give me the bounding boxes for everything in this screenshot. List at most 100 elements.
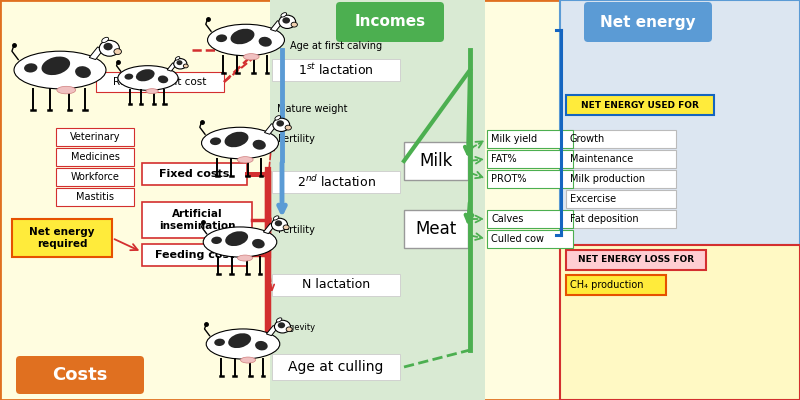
Text: longevity: longevity (277, 324, 315, 332)
Ellipse shape (24, 63, 38, 72)
FancyBboxPatch shape (566, 275, 666, 295)
FancyBboxPatch shape (566, 210, 676, 228)
Text: Fixed costs: Fixed costs (159, 169, 230, 179)
Text: Fertility: Fertility (278, 225, 314, 235)
FancyBboxPatch shape (142, 202, 252, 238)
Ellipse shape (238, 157, 253, 163)
Ellipse shape (103, 43, 113, 50)
Ellipse shape (282, 17, 290, 24)
Ellipse shape (286, 327, 292, 332)
FancyBboxPatch shape (270, 0, 485, 400)
FancyBboxPatch shape (584, 2, 712, 42)
Ellipse shape (238, 255, 253, 261)
FancyBboxPatch shape (560, 245, 800, 400)
FancyBboxPatch shape (566, 170, 676, 188)
Text: Incomes: Incomes (354, 14, 426, 30)
Text: Veterinary: Veterinary (70, 132, 120, 142)
FancyBboxPatch shape (16, 356, 144, 394)
Ellipse shape (252, 239, 265, 248)
Ellipse shape (291, 22, 298, 27)
Ellipse shape (202, 127, 278, 159)
Text: FAT%: FAT% (491, 154, 517, 164)
FancyBboxPatch shape (96, 72, 224, 92)
Ellipse shape (177, 60, 182, 65)
Text: Culled cow: Culled cow (491, 234, 544, 244)
Text: Age at culling: Age at culling (288, 360, 384, 374)
Text: Mastitis: Mastitis (76, 192, 114, 202)
Ellipse shape (243, 54, 259, 60)
Text: Medicines: Medicines (70, 152, 119, 162)
FancyBboxPatch shape (487, 170, 573, 188)
Ellipse shape (274, 216, 279, 220)
Text: N lactation: N lactation (302, 278, 370, 292)
Ellipse shape (274, 320, 290, 333)
Ellipse shape (207, 24, 285, 56)
Text: Excercise: Excercise (570, 194, 616, 204)
FancyBboxPatch shape (272, 59, 400, 81)
Ellipse shape (42, 56, 70, 75)
Text: Net energy: Net energy (600, 14, 696, 30)
Text: CH₄ production: CH₄ production (570, 280, 643, 290)
Text: NET ENERGY USED FOR: NET ENERGY USED FOR (581, 100, 699, 110)
Ellipse shape (75, 66, 91, 78)
Text: Fat deposition: Fat deposition (570, 214, 638, 224)
Ellipse shape (206, 329, 280, 359)
Text: Milk production: Milk production (570, 174, 645, 184)
Ellipse shape (57, 86, 76, 94)
Ellipse shape (174, 58, 187, 69)
FancyBboxPatch shape (272, 274, 400, 296)
Text: Workforce: Workforce (70, 172, 119, 182)
Ellipse shape (211, 237, 222, 244)
Polygon shape (266, 326, 278, 336)
Text: Artificial
insemination: Artificial insemination (158, 209, 235, 231)
Text: PROT%: PROT% (491, 174, 526, 184)
Text: Fertility: Fertility (278, 134, 314, 144)
Ellipse shape (216, 34, 227, 42)
Text: Milk: Milk (419, 152, 453, 170)
Text: Costs: Costs (52, 366, 108, 384)
FancyBboxPatch shape (487, 130, 573, 148)
FancyBboxPatch shape (56, 128, 134, 146)
Ellipse shape (158, 76, 168, 83)
Ellipse shape (274, 220, 282, 226)
Text: Net energy
required: Net energy required (30, 227, 94, 249)
Ellipse shape (183, 64, 188, 68)
Text: 2$^{nd}$ lactation: 2$^{nd}$ lactation (297, 174, 375, 190)
Ellipse shape (210, 137, 221, 145)
Ellipse shape (203, 227, 277, 257)
Ellipse shape (225, 132, 249, 147)
Ellipse shape (136, 69, 154, 81)
Ellipse shape (285, 125, 291, 130)
Ellipse shape (253, 140, 266, 150)
Ellipse shape (276, 120, 284, 126)
FancyBboxPatch shape (566, 150, 676, 168)
FancyBboxPatch shape (487, 210, 573, 228)
Ellipse shape (283, 225, 289, 230)
Ellipse shape (146, 89, 158, 94)
Ellipse shape (276, 318, 282, 322)
Text: NET ENERGY LOSS FOR: NET ENERGY LOSS FOR (578, 256, 694, 264)
Ellipse shape (118, 66, 178, 90)
Polygon shape (265, 124, 277, 134)
Text: Replacement cost: Replacement cost (114, 77, 206, 87)
Ellipse shape (226, 231, 248, 246)
Ellipse shape (255, 341, 268, 350)
FancyBboxPatch shape (487, 230, 573, 248)
FancyBboxPatch shape (56, 188, 134, 206)
FancyBboxPatch shape (336, 2, 444, 42)
Ellipse shape (228, 333, 251, 348)
Ellipse shape (102, 37, 109, 42)
Ellipse shape (271, 218, 287, 231)
Ellipse shape (241, 357, 255, 363)
Text: Calves: Calves (491, 214, 523, 224)
Text: Maintenance: Maintenance (570, 154, 634, 164)
Ellipse shape (214, 339, 225, 346)
FancyBboxPatch shape (272, 354, 400, 380)
FancyBboxPatch shape (56, 148, 134, 166)
FancyBboxPatch shape (566, 95, 714, 115)
Polygon shape (270, 21, 282, 31)
Text: Milk yield: Milk yield (491, 134, 537, 144)
Ellipse shape (279, 15, 296, 28)
Ellipse shape (230, 29, 254, 44)
Text: Meat: Meat (415, 220, 457, 238)
